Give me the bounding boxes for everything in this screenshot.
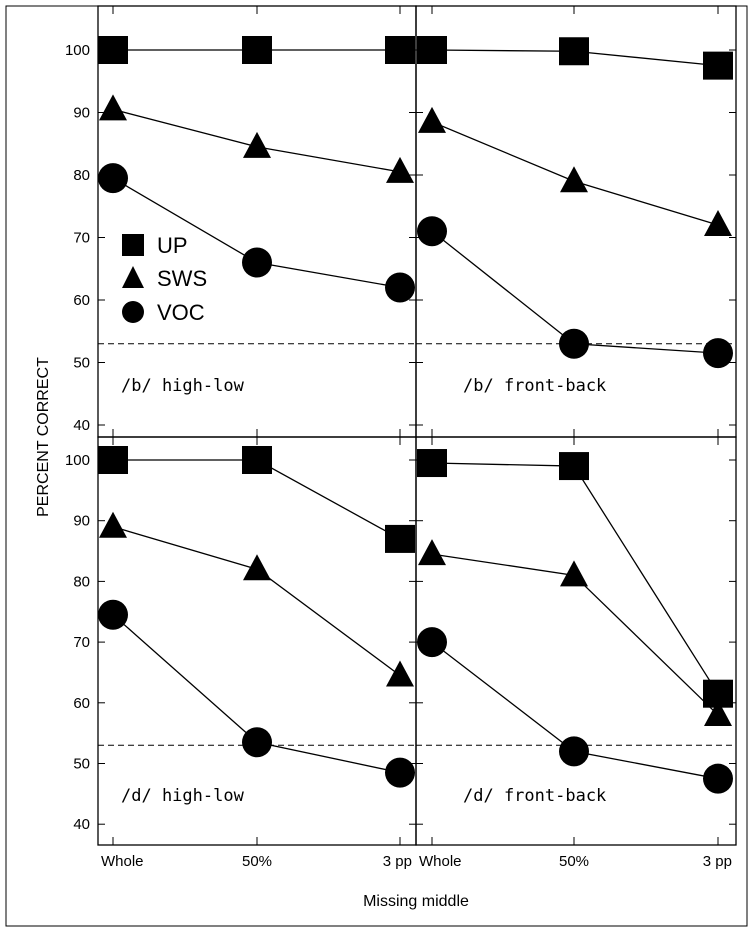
x-tick-label: Whole [419,853,462,870]
data-point-up [703,51,733,80]
data-point-voc [242,727,272,758]
panel-frame [97,5,417,438]
panel-2: /b/ front-back [415,5,737,438]
panel-frame [415,5,737,438]
data-point-sws [243,554,271,581]
data-point-sws [99,511,127,538]
data-point-up [417,449,447,478]
panel-label: /b/ front-back [463,376,606,396]
legend-label: UP [157,233,188,258]
data-point-up [417,36,447,64]
data-point-voc [385,272,415,303]
y-tick-label: 50 [73,756,90,773]
y-tick-label: 40 [73,816,90,833]
data-point-sws [418,539,446,566]
data-point-sws [418,106,446,133]
data-point-sws [560,560,588,587]
data-point-sws [704,210,732,236]
data-point-sws [560,166,588,193]
x-tick-label: 3 pp [703,853,732,870]
data-point-voc [242,247,272,278]
data-point-up [98,446,128,474]
y-tick-label: 80 [73,573,90,590]
y-tick-label: 60 [73,695,90,712]
panel-frame [415,436,737,846]
y-tick-label: 60 [73,292,90,309]
data-point-voc [98,163,128,194]
y-tick-label: 70 [73,230,90,247]
legend-label: VOC [157,300,205,325]
x-tick-label: Whole [101,853,144,870]
data-point-up [242,36,272,64]
y-tick-label: 40 [73,417,90,434]
data-point-voc [98,599,128,630]
legend-marker-square [122,234,144,256]
y-tick-label: 50 [73,355,90,372]
data-point-voc [417,627,447,658]
data-point-sws [704,699,732,726]
x-tick-label: 50% [559,853,589,870]
data-point-up [385,36,415,64]
data-point-sws [386,660,414,687]
data-point-sws [99,94,127,121]
panel-label: /b/ high-low [121,376,245,396]
data-point-voc [703,338,733,369]
x-axis-title: Missing middle [363,893,469,910]
data-point-sws [386,156,414,183]
data-point-up [385,524,415,553]
y-tick-label: 100 [65,452,90,469]
panel-4: /d/ front-back Whole 50% 3 pp [415,436,737,870]
panel-label: /d/ front-back [463,786,606,806]
panel-1: 40 50 60 70 80 90 100/b/ high-low [65,5,417,438]
panel-3: 40 50 60 70 80 90 100/d/ high-low Whole 50% 3 pp [65,436,417,870]
legend-label: SWS [157,266,207,291]
y-tick-label: 70 [73,634,90,651]
y-tick-label: 80 [73,167,90,184]
panel-frame [97,436,417,846]
legend: UP SWS VOC [122,233,207,325]
data-point-sws [243,131,271,158]
data-point-up [559,452,589,481]
y-tick-label: 100 [65,42,90,59]
panels-group: 40 50 60 70 80 90 100/b/ high-low/b/ front-bac… [65,5,737,870]
data-point-voc [385,757,415,788]
x-tick-label: 3 pp [383,853,412,870]
data-point-voc [703,763,733,794]
data-point-up [242,446,272,474]
data-point-voc [559,328,589,359]
y-axis-title: PERCENT CORRECT [35,357,52,517]
y-tick-label: 90 [73,513,90,530]
data-point-voc [417,216,447,247]
data-point-voc [559,736,589,767]
data-point-up [559,37,589,66]
y-tick-label: 90 [73,105,90,122]
x-tick-label: 50% [242,853,272,870]
data-point-up [98,36,128,64]
panel-label: /d/ high-low [121,786,245,806]
legend-marker-circle [122,301,144,323]
legend-marker-triangle [122,266,144,288]
